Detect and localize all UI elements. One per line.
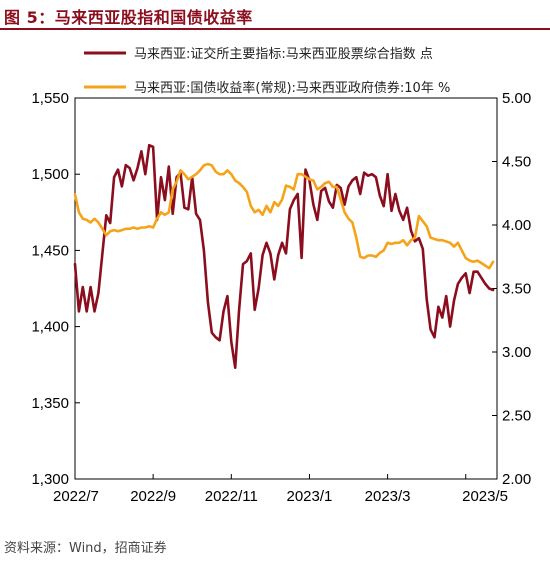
right-axis-tick-label: 4.50 (502, 154, 531, 171)
left-axis-tick-label: 1,300 (31, 471, 69, 488)
right-axis-tick-label: 3.50 (502, 281, 531, 298)
source-note: 资料来源：Wind，招商证券 (4, 541, 167, 556)
series-line-stock-index (73, 143, 495, 370)
x-axis-tick-label: 2022/11 (205, 488, 258, 505)
left-axis-tick-label: 1,450 (31, 242, 69, 259)
plot-frame (74, 97, 498, 480)
title-underline (0, 28, 550, 30)
chart: 1,300 1,350 1,400 1,450 1,500 1,550 2.00 2.50 3.… (31, 46, 531, 505)
series-line-bond-yield (73, 162, 495, 270)
legend-label-bond-yield: 马来西亚:国债收益率(常规):马来西亚政府债券:10年 % (134, 80, 450, 96)
right-axis-tick-label: 2.50 (502, 408, 531, 425)
left-axis-tick-label: 1,400 (31, 319, 69, 336)
x-axis-tick-label: 2023/1 (286, 488, 332, 505)
legend-label-stock-index: 马来西亚:证交所主要指标:马来西亚股票综合指数 点 (134, 46, 433, 62)
x-axis-tick-label: 2022/7 (53, 488, 99, 505)
x-axis-tick-label: 2022/9 (130, 488, 176, 505)
right-axis-tick-label: 5.00 (502, 90, 531, 107)
left-axis-tick-label: 1,550 (31, 90, 69, 107)
chart-title: 图 5：马来西亚股指和国债收益率 (4, 8, 253, 27)
x-axis-tick-label: 2023/5 (462, 488, 508, 505)
right-axis-tick-label: 4.00 (502, 217, 531, 234)
right-axis-tick-label: 3.00 (502, 344, 531, 361)
left-axis-tick-label: 1,500 (31, 166, 69, 183)
x-axis-tick-label: 2023/3 (365, 488, 411, 505)
left-axis-tick-label: 1,350 (31, 395, 69, 412)
right-axis-tick-label: 2.00 (502, 471, 531, 488)
